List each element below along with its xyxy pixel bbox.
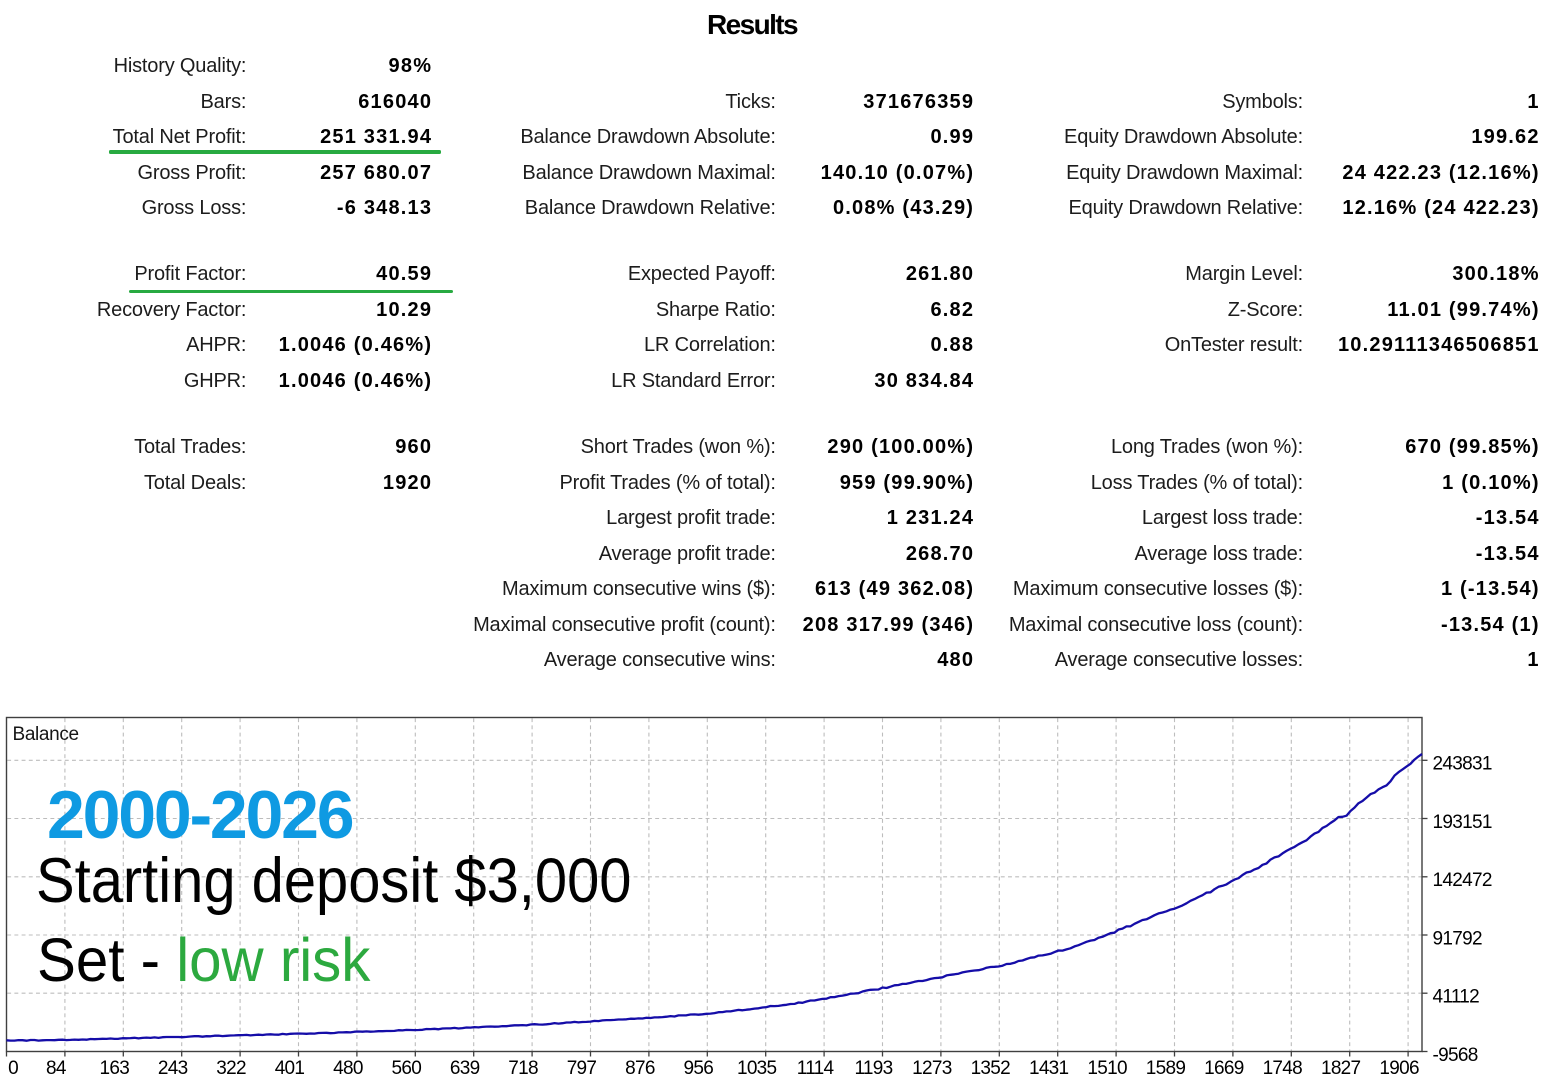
svg-text:718: 718 [508,1058,538,1079]
svg-text:322: 322 [216,1058,246,1079]
svg-text:0: 0 [8,1058,18,1079]
svg-text:243: 243 [158,1058,188,1079]
svg-text:163: 163 [99,1058,129,1079]
svg-text:1193: 1193 [854,1058,892,1079]
svg-text:639: 639 [450,1058,480,1079]
svg-text:560: 560 [391,1058,421,1079]
svg-text:Balance: Balance [13,724,79,745]
svg-text:1273: 1273 [912,1058,952,1079]
svg-text:956: 956 [683,1058,713,1079]
svg-text:1589: 1589 [1146,1058,1186,1079]
svg-text:1114: 1114 [797,1058,835,1079]
svg-text:41112: 41112 [1433,987,1480,1008]
svg-text:1748: 1748 [1263,1058,1303,1079]
svg-text:401: 401 [275,1058,305,1079]
svg-text:91792: 91792 [1433,928,1482,949]
svg-text:1352: 1352 [971,1058,1011,1079]
svg-text:243831: 243831 [1433,754,1492,775]
svg-text:193151: 193151 [1433,812,1492,833]
svg-text:-9568: -9568 [1433,1045,1478,1066]
svg-text:1035: 1035 [737,1058,777,1079]
svg-text:1431: 1431 [1029,1058,1069,1079]
svg-text:1510: 1510 [1087,1058,1127,1079]
svg-text:142472: 142472 [1433,870,1492,891]
svg-text:797: 797 [567,1058,597,1079]
svg-text:480: 480 [333,1058,363,1079]
svg-text:1669: 1669 [1204,1058,1244,1079]
svg-text:876: 876 [625,1058,655,1079]
svg-text:1827: 1827 [1321,1058,1361,1079]
svg-text:84: 84 [46,1058,67,1079]
svg-text:1906: 1906 [1379,1058,1419,1079]
